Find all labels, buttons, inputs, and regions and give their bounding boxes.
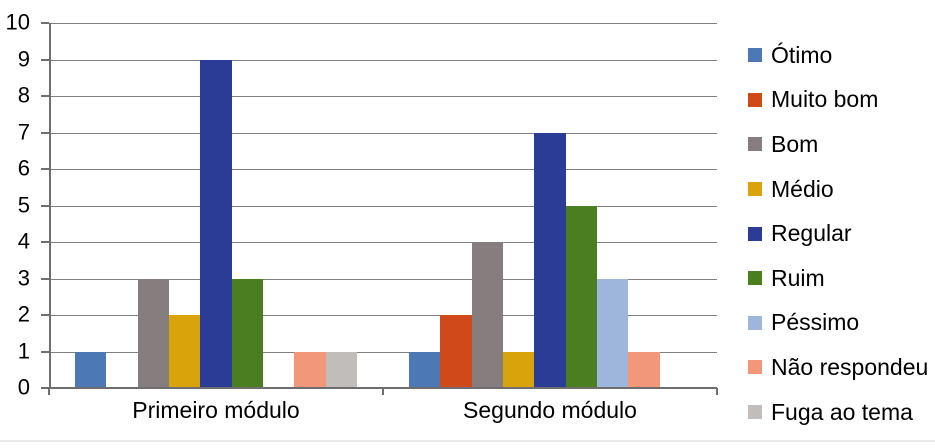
- y-tick-mark-9: [41, 58, 49, 61]
- bar-medio-primeiro-modulo: [168, 315, 201, 388]
- legend-swatch-fuga-ao-tema: [748, 405, 762, 420]
- gridline-7: [49, 132, 717, 134]
- x-tick-mark-2: [716, 388, 718, 395]
- legend: Ótimo Muito bom Bom Médio Regular Ruim Péssimo…: [748, 33, 928, 434]
- bar-otimo-primeiro-modulo: [74, 351, 107, 388]
- y-tick-label-1: 1: [17, 338, 30, 364]
- legend-swatch-pessimo: [748, 315, 762, 330]
- legend-item-pessimo: Péssimo: [748, 301, 928, 346]
- legend-swatch-medio: [748, 182, 762, 197]
- gridline-4: [49, 242, 717, 244]
- y-tick-mark-4: [41, 241, 49, 243]
- bar-bom-segundo-modulo: [471, 242, 503, 388]
- bar-nao-respondeu-primeiro-modulo: [294, 351, 326, 388]
- y-tick-label-4: 4: [17, 228, 30, 254]
- y-axis-line: [49, 23, 51, 388]
- y-tick-label-6: 6: [17, 155, 30, 181]
- legend-swatch-otimo: [748, 48, 762, 63]
- y-tick-mark-0: [41, 387, 49, 389]
- bar-otimo-segundo-modulo: [408, 351, 441, 388]
- bar-bom-primeiro-modulo: [137, 278, 169, 388]
- gridline-9: [49, 59, 717, 61]
- x-tick-mark-1: [382, 388, 384, 395]
- legend-label-nao-respondeu: Não respondeu: [771, 353, 929, 380]
- bar-nao-respondeu-segundo-modulo: [628, 351, 660, 388]
- y-tick-mark-1: [41, 350, 49, 353]
- legend-swatch-muito-bom: [748, 92, 762, 107]
- y-tick-mark-7: [41, 131, 49, 134]
- y-tick-label-10: 10: [5, 9, 30, 35]
- bar-regular-primeiro-modulo: [200, 59, 232, 388]
- y-tick-label-2: 2: [17, 301, 30, 327]
- y-tick-label-5: 5: [17, 192, 30, 218]
- legend-item-fuga-ao-tema: Fuga ao tema: [748, 390, 928, 435]
- legend-label-medio: Médio: [771, 175, 834, 202]
- legend-label-muito-bom: Muito bom: [771, 86, 879, 113]
- y-tick-label-8: 8: [17, 82, 30, 108]
- bar-groups: [49, 23, 717, 388]
- gridline-3: [49, 278, 717, 280]
- gridline-5: [49, 205, 717, 207]
- category-label-primeiro-modulo: Primeiro módulo: [132, 397, 300, 423]
- legend-label-pessimo: Péssimo: [771, 309, 860, 336]
- gridline-8: [49, 96, 717, 98]
- category-label-segundo-modulo: Segundo módulo: [463, 397, 637, 423]
- legend-label-fuga-ao-tema: Fuga ao tema: [771, 398, 913, 425]
- bar-ruim-segundo-modulo: [565, 205, 598, 388]
- y-tick-label-3: 3: [17, 265, 30, 291]
- group-primeiro-modulo: [49, 23, 383, 388]
- y-tick-mark-3: [41, 277, 49, 280]
- gridline-1: [49, 351, 717, 353]
- window-bottom-edge: [0, 440, 935, 442]
- legend-item-medio: Médio: [748, 167, 928, 212]
- y-tick-mark-5: [41, 204, 49, 207]
- y-tick-mark-8: [41, 95, 49, 97]
- legend-item-ruim: Ruim: [748, 256, 928, 301]
- y-tick-mark-10: [41, 22, 49, 24]
- bar-fuga-ao-tema-primeiro-modulo: [325, 351, 358, 388]
- legend-item-bom: Bom: [748, 122, 928, 167]
- legend-item-muito-bom: Muito bom: [748, 78, 928, 123]
- bar-ruim-primeiro-modulo: [231, 278, 264, 388]
- gridline-6: [49, 169, 717, 171]
- legend-swatch-bom: [748, 137, 762, 152]
- gridline-2: [49, 315, 717, 317]
- y-tick-mark-6: [41, 168, 49, 170]
- bar-pessimo-segundo-modulo: [597, 278, 629, 388]
- legend-label-regular: Regular: [771, 220, 852, 247]
- bar-medio-segundo-modulo: [502, 351, 535, 388]
- y-axis-labels: 0 1 2 3 4 5 6 7 8 9 10: [0, 0, 38, 448]
- legend-swatch-ruim: [748, 271, 762, 286]
- x-tick-mark-0: [48, 388, 50, 395]
- bar-regular-segundo-modulo: [534, 132, 566, 388]
- legend-item-otimo: Ótimo: [748, 33, 928, 78]
- legend-label-ruim: Ruim: [771, 264, 825, 291]
- group-segundo-modulo: [383, 23, 717, 388]
- y-tick-mark-2: [41, 314, 49, 316]
- plot-area: [41, 22, 718, 395]
- y-tick-label-9: 9: [17, 46, 30, 72]
- legend-swatch-regular: [748, 226, 762, 241]
- y-tick-label-7: 7: [17, 119, 30, 145]
- legend-label-otimo: Ótimo: [771, 41, 833, 68]
- legend-item-regular: Regular: [748, 211, 928, 256]
- gridline-10: [49, 23, 717, 25]
- legend-swatch-nao-respondeu: [748, 360, 762, 375]
- y-tick-label-0: 0: [17, 374, 30, 400]
- legend-label-bom: Bom: [771, 130, 819, 157]
- bar-muito-bom-segundo-modulo: [440, 315, 472, 388]
- legend-item-nao-respondeu: Não respondeu: [748, 345, 928, 390]
